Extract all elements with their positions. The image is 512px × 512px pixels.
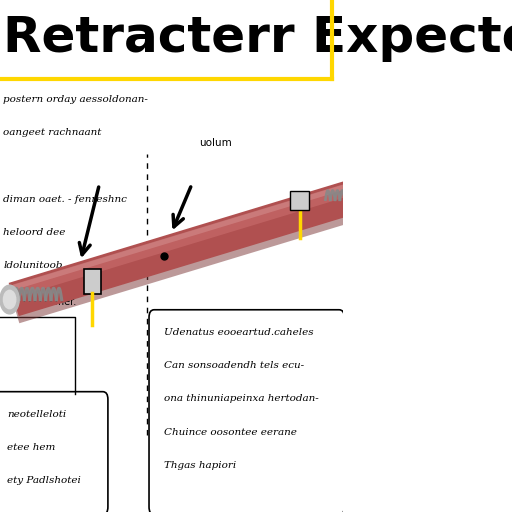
Text: Udenatus eooeartud.caheles: Udenatus eooeartud.caheles — [164, 328, 314, 337]
FancyBboxPatch shape — [149, 310, 344, 512]
Text: ldolunitoob: ldolunitoob — [4, 261, 63, 270]
Text: Thgas hapiori: Thgas hapiori — [164, 461, 237, 470]
Circle shape — [0, 285, 19, 314]
Text: etee hem: etee hem — [7, 443, 55, 452]
Text: Omer.: Omer. — [48, 297, 77, 307]
Text: Chuince oosontee eerane: Chuince oosontee eerane — [164, 428, 297, 437]
Text: heloord dee: heloord dee — [4, 228, 66, 237]
FancyBboxPatch shape — [290, 191, 309, 210]
Text: postern orday aessoldonan-: postern orday aessoldonan- — [4, 95, 148, 104]
Circle shape — [4, 290, 16, 309]
Text: oangeet rachnaant: oangeet rachnaant — [4, 128, 102, 137]
Text: neotelleloti: neotelleloti — [7, 410, 66, 419]
Text: ona thinuniapeinxa hertodan-: ona thinuniapeinxa hertodan- — [164, 394, 319, 403]
Text: Retracterr Expectes: Retracterr Expectes — [4, 14, 512, 62]
Text: Can sonsoadendh tels ecu-: Can sonsoadendh tels ecu- — [164, 361, 305, 370]
Circle shape — [344, 187, 361, 212]
Text: ety Padlshotei: ety Padlshotei — [7, 476, 81, 485]
Text: uolum: uolum — [199, 138, 231, 148]
Text: diman oaet. - fenreshnc: diman oaet. - fenreshnc — [4, 195, 127, 204]
FancyBboxPatch shape — [84, 269, 101, 294]
FancyBboxPatch shape — [0, 392, 108, 512]
